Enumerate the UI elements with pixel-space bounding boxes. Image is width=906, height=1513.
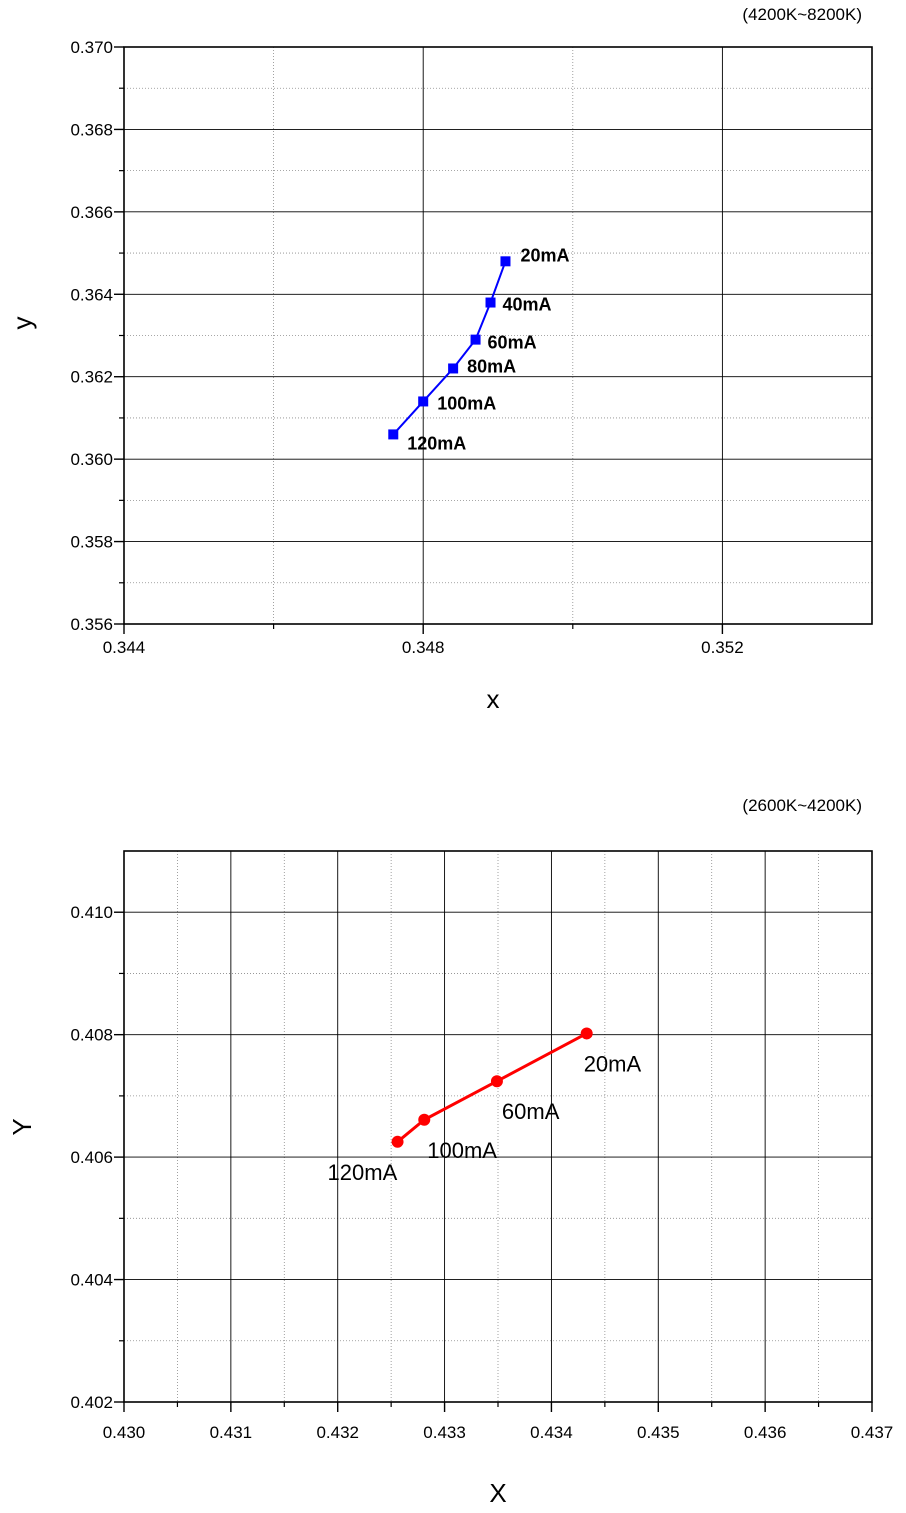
x-tick-label: 0.434: [530, 1423, 573, 1442]
y-axis-title: y: [7, 317, 37, 330]
y-tick-label: 0.368: [70, 120, 113, 139]
chart-lower: 0.430 0.431 0.432 0.433 0.434 0.435 0.436 0.437…: [7, 796, 893, 1508]
y-tick-label: 0.356: [70, 615, 113, 634]
data-label: 20mA: [584, 1051, 642, 1076]
data-point: [388, 429, 399, 440]
y-tick-label: 0.364: [70, 285, 113, 304]
x-tick-label: 0.348: [402, 638, 445, 657]
series-line: [396, 1032, 588, 1143]
data-label: 120mA: [328, 1160, 398, 1185]
data-point: [490, 1075, 503, 1088]
data-point: [580, 1027, 593, 1040]
data-label: 120mA: [407, 433, 466, 453]
y-tick-label: 0.406: [70, 1148, 113, 1167]
chart-upper: 0.344 0.348 0.352 0.356 0.358 0.360 0.362 0.364…: [7, 5, 873, 714]
x-tick-label: 0.430: [103, 1423, 146, 1442]
y-tick-label: 0.360: [70, 450, 113, 469]
x-axis-title: x: [487, 684, 500, 714]
x-tick-label: 0.433: [423, 1423, 466, 1442]
range-note: (2600K~4200K): [742, 796, 862, 815]
x-tick-label: 0.352: [701, 638, 744, 657]
x-tick-label: 0.436: [744, 1423, 787, 1442]
tick-labels: 0.344 0.348 0.352 0.356 0.358 0.360 0.362 0.364…: [70, 38, 743, 657]
data-point: [500, 256, 511, 267]
x-axis-title: X: [489, 1478, 506, 1508]
x-tick-label: 0.432: [316, 1423, 359, 1442]
x-tick-label: 0.431: [210, 1423, 253, 1442]
series-line: [392, 260, 507, 436]
y-tick-label: 0.358: [70, 533, 113, 552]
data-label: 40mA: [503, 295, 552, 315]
series: 120mA 100mA 80mA 60mA 40mA 20mA: [388, 245, 570, 453]
y-tick-label: 0.410: [70, 903, 113, 922]
data-label: 100mA: [427, 1138, 497, 1163]
grid: [124, 47, 872, 624]
data-label: 80mA: [467, 356, 516, 376]
data-label: 60mA: [502, 1099, 560, 1124]
y-tick-label: 0.404: [70, 1271, 113, 1290]
data-point: [470, 334, 481, 345]
y-tick-label: 0.370: [70, 38, 113, 57]
y-tick-label: 0.366: [70, 203, 113, 222]
y-tick-label: 0.362: [70, 368, 113, 387]
data-point: [485, 297, 496, 308]
data-label: 60mA: [488, 333, 537, 353]
tick-marks: [114, 911, 873, 1412]
range-note: (4200K~8200K): [742, 5, 862, 24]
grid: [124, 851, 872, 1402]
data-point: [448, 363, 459, 374]
x-tick-label: 0.344: [103, 638, 146, 657]
x-tick-label: 0.435: [637, 1423, 680, 1442]
y-tick-label: 0.402: [70, 1393, 113, 1412]
tick-marks: [114, 46, 724, 634]
data-label: 100mA: [437, 393, 496, 413]
y-tick-label: 0.408: [70, 1026, 113, 1045]
tick-labels: 0.430 0.431 0.432 0.433 0.434 0.435 0.436 0.437…: [70, 903, 893, 1442]
data-point: [418, 1113, 431, 1126]
x-tick-label: 0.437: [851, 1423, 894, 1442]
data-point: [418, 396, 429, 407]
data-point: [391, 1135, 404, 1148]
data-label: 20mA: [520, 245, 569, 265]
y-axis-title: Y: [7, 1118, 37, 1135]
